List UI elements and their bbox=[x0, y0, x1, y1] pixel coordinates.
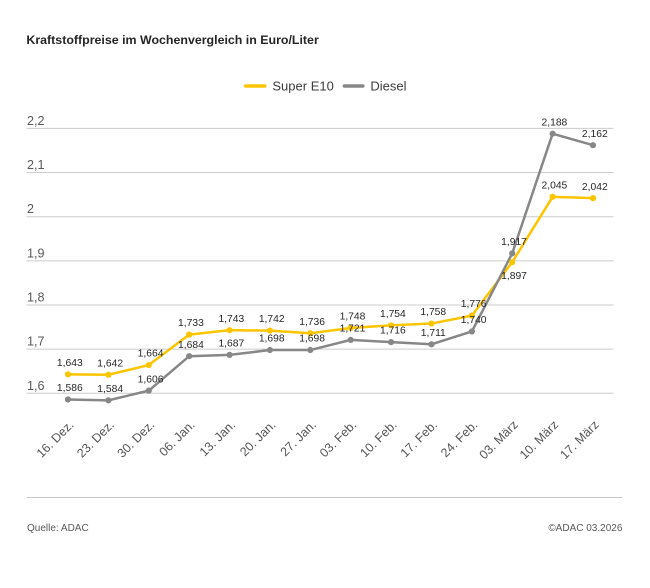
svg-text:1,743: 1,743 bbox=[218, 314, 244, 325]
svg-text:1,740: 1,740 bbox=[461, 315, 487, 326]
svg-text:1,754: 1,754 bbox=[380, 309, 406, 320]
svg-text:1,7: 1,7 bbox=[27, 335, 45, 349]
svg-text:1,776: 1,776 bbox=[461, 299, 487, 310]
svg-text:1,643: 1,643 bbox=[57, 358, 83, 369]
svg-text:2,188: 2,188 bbox=[542, 117, 568, 128]
svg-text:1,9: 1,9 bbox=[27, 246, 45, 260]
svg-text:1,642: 1,642 bbox=[97, 358, 123, 369]
svg-text:2,1: 2,1 bbox=[27, 158, 45, 172]
svg-text:1,897: 1,897 bbox=[501, 271, 527, 282]
svg-text:1,698: 1,698 bbox=[299, 334, 325, 345]
svg-text:Kraftstoffpreise im Wochenverg: Kraftstoffpreise im Wochenvergleich in E… bbox=[26, 33, 319, 47]
svg-text:1,6: 1,6 bbox=[27, 379, 45, 393]
svg-text:1,742: 1,742 bbox=[259, 314, 285, 325]
svg-text:2,045: 2,045 bbox=[542, 180, 568, 191]
svg-text:1,684: 1,684 bbox=[178, 340, 204, 351]
svg-text:2,2: 2,2 bbox=[27, 114, 45, 128]
svg-text:1,733: 1,733 bbox=[178, 318, 204, 329]
svg-text:1,716: 1,716 bbox=[380, 326, 406, 337]
svg-text:1,698: 1,698 bbox=[259, 334, 285, 345]
svg-text:1,586: 1,586 bbox=[57, 383, 83, 394]
svg-text:1,758: 1,758 bbox=[420, 307, 446, 318]
svg-text:1,917: 1,917 bbox=[501, 237, 527, 248]
svg-text:Super E10: Super E10 bbox=[272, 79, 333, 94]
svg-text:1,8: 1,8 bbox=[27, 291, 45, 305]
svg-text:1,687: 1,687 bbox=[218, 338, 244, 349]
svg-text:2,042: 2,042 bbox=[582, 182, 608, 193]
svg-text:1,711: 1,711 bbox=[421, 328, 446, 339]
svg-text:©ADAC 03.2026: ©ADAC 03.2026 bbox=[548, 523, 623, 534]
svg-text:1,664: 1,664 bbox=[138, 349, 164, 360]
svg-text:2,162: 2,162 bbox=[582, 129, 608, 140]
svg-text:1,606: 1,606 bbox=[138, 374, 164, 385]
svg-text:1,584: 1,584 bbox=[97, 384, 123, 395]
svg-text:Diesel: Diesel bbox=[370, 79, 406, 94]
svg-text:2: 2 bbox=[27, 202, 34, 216]
svg-text:1,748: 1,748 bbox=[340, 312, 366, 323]
svg-text:1,721: 1,721 bbox=[340, 323, 366, 334]
svg-text:Quelle: ADAC: Quelle: ADAC bbox=[27, 523, 89, 534]
svg-text:1,736: 1,736 bbox=[299, 317, 325, 328]
